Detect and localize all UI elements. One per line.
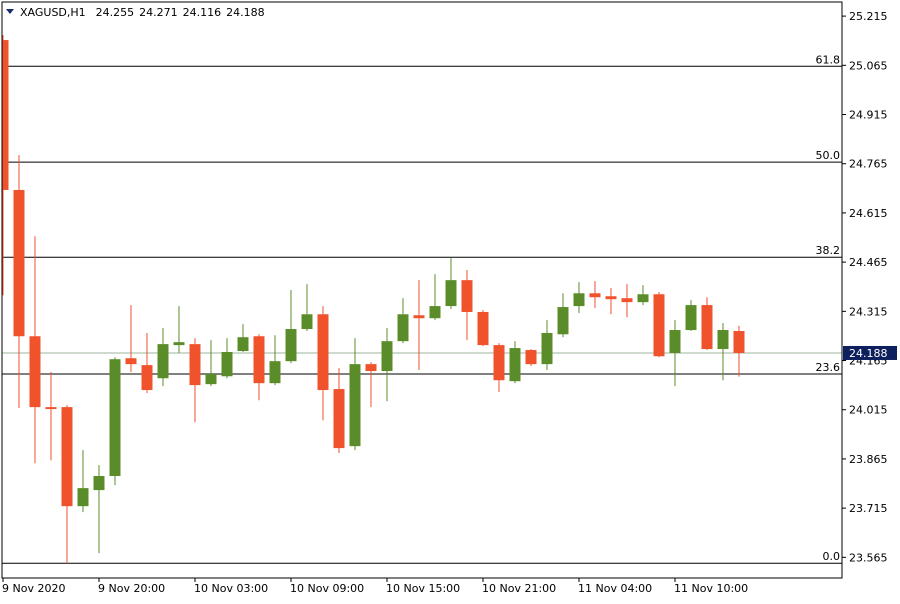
candle-body: [269, 361, 281, 384]
ohlc-high: 24.271: [139, 6, 178, 19]
plot-area: [2, 35, 842, 564]
y-tick-label: 23.565: [849, 551, 888, 564]
y-tick-label: 24.015: [849, 404, 888, 417]
candle-body: [13, 189, 25, 337]
fib-label: 50.0: [816, 149, 841, 162]
candle-body: [2, 40, 9, 190]
candle-body: [653, 294, 665, 357]
candle-body: [493, 345, 505, 381]
candle-body: [429, 306, 441, 319]
ohlc-open: 24.255: [96, 6, 135, 19]
x-tick-label: 10 Nov 15:00: [386, 582, 460, 595]
candle-body: [285, 329, 297, 362]
x-tick-label: 9 Nov 2020: [2, 582, 65, 595]
candle-body: [733, 331, 745, 353]
candle-body: [317, 314, 329, 391]
y-tick-label: 24.915: [849, 109, 888, 122]
menu-icon[interactable]: [6, 9, 14, 14]
candle-body: [77, 488, 89, 507]
x-tick-label: 10 Nov 09:00: [290, 582, 364, 595]
candle-body: [205, 373, 217, 385]
y-tick-label: 24.615: [849, 207, 888, 220]
plot-frame: [1, 1, 843, 579]
candle-body: [237, 337, 249, 352]
fib-label: 61.8: [816, 53, 841, 66]
candle-body: [509, 348, 521, 382]
candle-body: [717, 330, 729, 350]
candle-body: [397, 314, 409, 342]
symbol: XAGUSD,H1: [20, 6, 86, 19]
y-tick-label: 25.065: [849, 59, 888, 72]
candle-body: [701, 305, 713, 350]
candle-body: [461, 280, 473, 312]
y-tick-label: 24.465: [849, 256, 888, 269]
x-tick-label: 10 Nov 03:00: [194, 582, 268, 595]
x-tick-label: 10 Nov 21:00: [482, 582, 556, 595]
candle-body: [381, 341, 393, 372]
candle-body: [541, 332, 553, 365]
candle-body: [29, 336, 41, 408]
candle-body: [173, 342, 185, 346]
candle-body: [333, 389, 345, 449]
y-tick-label: 25.215: [849, 10, 888, 23]
candle-body: [445, 280, 457, 307]
x-tick-label: 11 Nov 10:00: [674, 582, 748, 595]
candle-body: [557, 307, 569, 335]
candle-body: [109, 359, 121, 476]
candle-body: [157, 344, 169, 379]
y-tick-label: 24.315: [849, 305, 888, 318]
candle-body: [589, 293, 601, 298]
candle-body: [525, 350, 537, 365]
candle-body: [141, 365, 153, 391]
candle-body: [669, 330, 681, 353]
candle-body: [221, 351, 233, 377]
candle-body: [621, 298, 633, 303]
fib-label: 23.6: [816, 361, 841, 374]
candle-body: [125, 358, 137, 365]
candle-body: [61, 407, 73, 507]
y-tick-label: 23.865: [849, 453, 888, 466]
price-label: 24.188: [849, 347, 888, 360]
candle-body: [685, 305, 697, 331]
candle-body: [365, 364, 377, 372]
candle-body: [413, 315, 425, 319]
x-tick-label: 11 Nov 04:00: [578, 582, 652, 595]
y-tick-label: 23.715: [849, 502, 888, 515]
candle-body: [93, 475, 105, 491]
candle-body: [349, 364, 361, 447]
price-label-box: [843, 345, 897, 360]
y-tick-label: 24.765: [849, 158, 888, 171]
ohlc-low: 24.116: [183, 6, 222, 19]
candle-body: [189, 344, 201, 386]
x-tick-label: 9 Nov 20:00: [98, 582, 165, 595]
candle-body: [573, 293, 585, 307]
candle-body: [45, 407, 57, 410]
fib-label: 0.0: [823, 550, 841, 563]
chart-title: XAGUSD,H1 24.255 24.271 24.116 24.188: [20, 6, 265, 19]
candle-body: [637, 294, 649, 303]
ohlc-close: 24.188: [226, 6, 265, 19]
candle-body: [605, 296, 617, 300]
fib-label: 38.2: [816, 244, 841, 257]
candle-body: [253, 336, 265, 384]
candle-body: [301, 314, 313, 330]
candle-body: [477, 311, 489, 346]
